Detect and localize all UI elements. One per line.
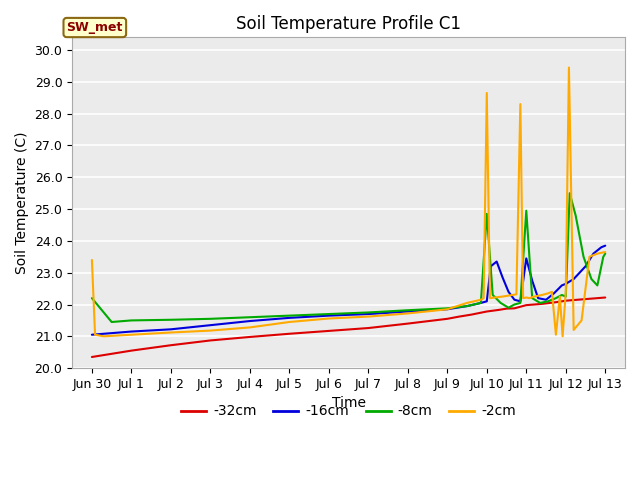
Legend: -32cm, -16cm, -8cm, -2cm: -32cm, -16cm, -8cm, -2cm — [176, 399, 522, 424]
X-axis label: Time: Time — [332, 396, 365, 410]
Title: Soil Temperature Profile C1: Soil Temperature Profile C1 — [236, 15, 461, 33]
Text: SW_met: SW_met — [67, 21, 123, 34]
Y-axis label: Soil Temperature (C): Soil Temperature (C) — [15, 132, 29, 274]
